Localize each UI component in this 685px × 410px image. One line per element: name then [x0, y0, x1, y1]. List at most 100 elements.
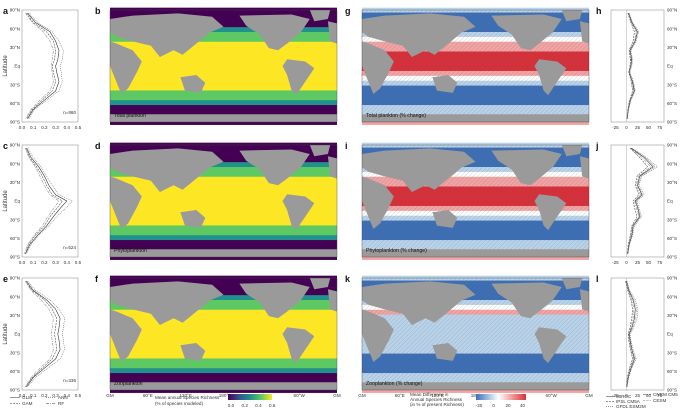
- right-lat-panel-1-x-tick: -25: [612, 260, 619, 265]
- right-legend-label: CESM: [653, 398, 666, 403]
- right-lat-panel-2-lat-tick: 30°S: [667, 350, 677, 355]
- right-lat-panel-0-lat-tick: 30°S: [667, 82, 677, 87]
- left-lat-panel-0-lat-tick: 90°S: [10, 120, 20, 125]
- change-map-0-land: [491, 14, 562, 51]
- richness-map-0-ocean-band: [110, 36, 337, 43]
- left-lat-panel-1-x-tick: 0.0: [19, 260, 26, 265]
- left-lat-panel-1-lat-tick: 60°N: [10, 161, 20, 166]
- right-lat-panel-2-series-line: [626, 281, 639, 387]
- change-map-0-map-group: [361, 7, 590, 125]
- richness-colorbar-tick: 0.0: [228, 403, 235, 408]
- change-map-0-land: [362, 41, 394, 94]
- right-lat-panel-1-lat-tick: 90°N: [667, 143, 677, 148]
- right-lat-panel-1-x-tick: 75: [657, 260, 663, 265]
- richness-map-2-ocean-band: [110, 329, 337, 335]
- left-lat-panel-2-lat-tick: 30°N: [10, 313, 20, 318]
- richness-map-1-map-group: [109, 142, 338, 260]
- panel-letter-d: d: [95, 141, 101, 151]
- richness-map-1-ocean-band: [110, 254, 337, 260]
- richness-map-0-ocean-band: [110, 7, 337, 13]
- left-lat-panel-1-lat-tick: 30°S: [10, 217, 20, 222]
- richness-map-2-land: [110, 309, 142, 362]
- right-lat-panel-1-x-tick: 50: [646, 260, 652, 265]
- richness-map-2-ocean-band: [110, 387, 337, 393]
- right-lat-panel-0-lat-tick: Eq: [667, 64, 673, 69]
- left-lat-panel-1-x-tick: 0.4: [64, 260, 71, 265]
- change-map-1-frame: [361, 144, 590, 258]
- left-lat-panel-0-x-tick: 0.0: [19, 125, 26, 130]
- change-map-1-land: [491, 149, 562, 186]
- change-colorbar-tick: -20: [476, 403, 483, 408]
- left-lat-panel-2-lat-tick: 90°S: [10, 388, 20, 393]
- left-lat-panel-0-series-line: [25, 12, 54, 120]
- richness-map-0-ocean-band: [110, 46, 337, 52]
- lon-tick-right: 60°W: [546, 393, 558, 398]
- change-map-0-map-label: Total plankton (% change): [366, 113, 426, 119]
- right-lat-panel-1-frame: [610, 144, 665, 258]
- right-lat-panel-0-lat-tick: 90°N: [667, 8, 677, 13]
- change-map-2-map-label: Zooplankton (% change): [366, 381, 423, 387]
- left-lat-panel-2-lat-tick: Eq: [14, 332, 20, 337]
- change-map-0-land: [561, 10, 583, 22]
- richness-map-2-ocean-band: [110, 290, 337, 296]
- right-lat-panel-2-series-line: [626, 281, 636, 387]
- change-colorbar-title: Mean Difference in: [410, 392, 449, 397]
- panel-letter-c: c: [3, 141, 8, 151]
- richness-map-1-ocean-band: [110, 244, 337, 251]
- left-lat-panel-1-lat-tick: 30°N: [10, 180, 20, 185]
- change-map-0-frame: [361, 9, 590, 123]
- richness-map-1-ocean-band: [110, 157, 337, 163]
- left-lat-panel-1-x-tick: 0.1: [30, 260, 37, 265]
- richness-map-0-ocean-band: [110, 90, 337, 96]
- right-lat-panel-2-lat-tick: 90°N: [667, 276, 677, 281]
- richness-map-1-ocean-band: [110, 225, 337, 231]
- richness-map-1-ocean-band: [110, 196, 337, 202]
- change-map-1-map-group: [361, 142, 590, 260]
- richness-map-1-ocean-band: [110, 240, 337, 246]
- latitude-axis-label: Latitude: [3, 323, 9, 345]
- richness-map-0-map-label: Total plankton: [114, 113, 146, 119]
- richness-map-0-ocean-band: [110, 66, 337, 72]
- richness-map-0-ocean-band: [110, 61, 337, 67]
- left-lat-panel-0-x-tick: 0.4: [64, 125, 71, 130]
- richness-map-2-ocean-band: [110, 334, 337, 340]
- richness-map-2-ocean-band: [110, 295, 337, 301]
- right-lat-panel-1-series-line: [627, 147, 652, 254]
- left-lat-panel-2-x-tick: 0.3: [52, 393, 59, 398]
- right-lat-panel-0-series-line: [627, 13, 638, 119]
- change-map-2-land: [432, 343, 458, 361]
- richness-map-2-ocean-band: [110, 314, 337, 320]
- lon-tick-left: GM: [333, 393, 341, 398]
- left-lat-panel-2-series-line: [27, 280, 65, 388]
- richness-map-2-land: [110, 281, 224, 325]
- left-lat-panel-0-series-line: [27, 12, 60, 120]
- change-map-2-frame: [361, 277, 590, 391]
- change-map-0-land: [432, 75, 458, 93]
- left-lat-panel-0-x-tick: 0.5: [75, 125, 82, 130]
- left-lat-panel-1-lat-tick: 90°S: [10, 255, 20, 260]
- richness-map-0-ocean-band: [110, 41, 337, 48]
- right-legend-label: MIROC: [616, 394, 632, 399]
- left-legend-label: GLM: [22, 395, 32, 400]
- lon-tick-left: 60°W: [294, 393, 306, 398]
- change-map-2-land: [579, 289, 589, 312]
- panel-letter-g: g: [345, 6, 351, 16]
- richness-map-0-ocean-band: [110, 109, 337, 116]
- panel-letter-e: e: [3, 274, 8, 284]
- richness-map-2-ocean-band: [110, 348, 337, 354]
- left-lat-panel-1-lat-tick: 90°N: [10, 143, 20, 148]
- richness-map-1-ocean-band: [110, 186, 337, 192]
- left-lat-panel-2-series-line: [25, 280, 54, 388]
- richness-map-0-ocean-band: [110, 51, 337, 57]
- left-legend-label: GAM: [22, 401, 33, 406]
- change-map-2-land: [491, 282, 562, 319]
- richness-map-0-land: [309, 10, 331, 22]
- richness-map-2-ocean-band: [110, 363, 337, 369]
- lon-tick-right: 120°E: [431, 393, 444, 398]
- change-map-1-land: [362, 249, 589, 257]
- change-map-1-ocean-band: [362, 254, 589, 260]
- richness-map-0-ocean-band: [110, 12, 337, 18]
- richness-map-2-ocean-band: [110, 377, 337, 384]
- left-lat-panel-1-lat-tick: Eq: [14, 199, 20, 204]
- panel-letter-h: h: [596, 6, 602, 16]
